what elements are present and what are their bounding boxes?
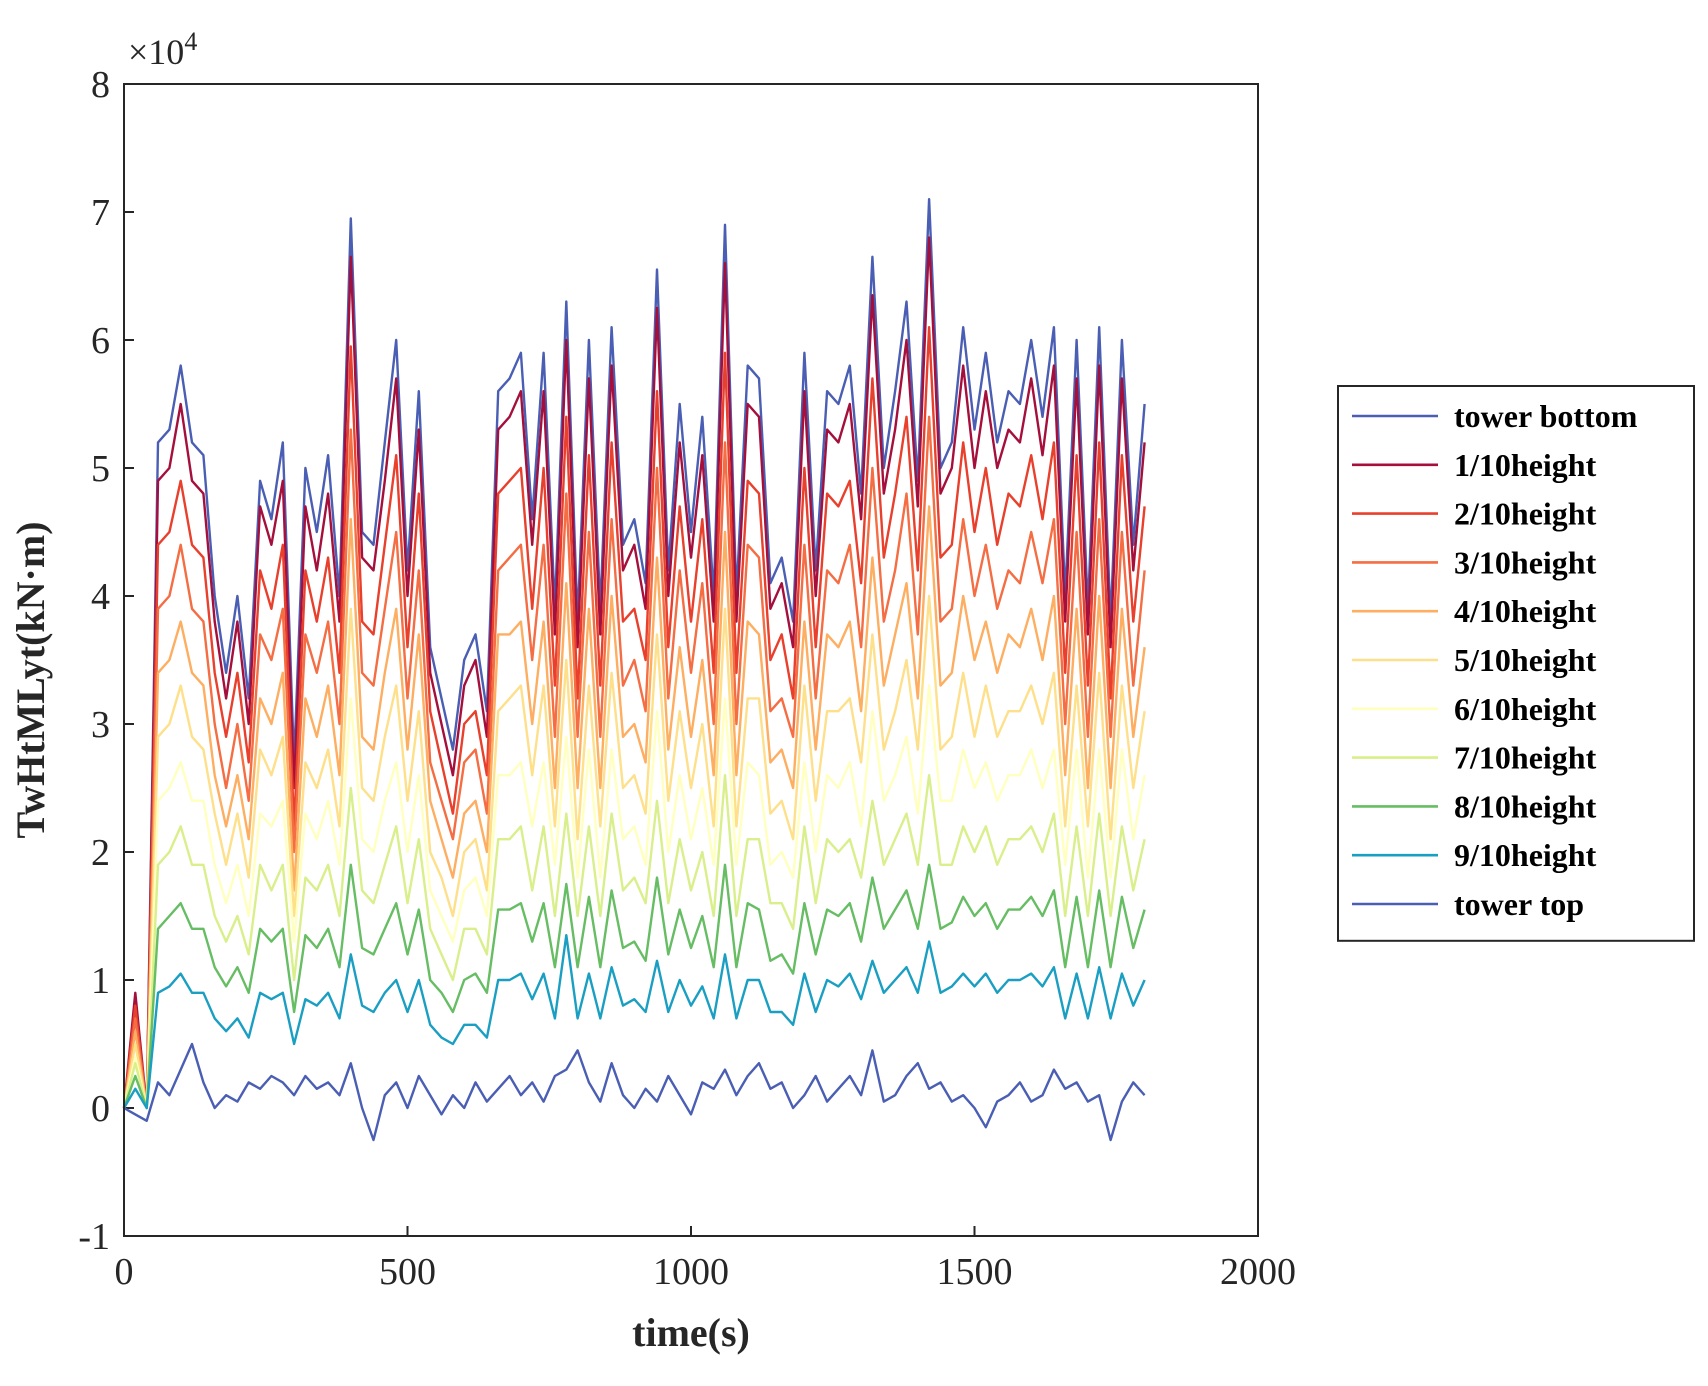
legend-label: 8/10height xyxy=(1454,788,1597,824)
legend-label: tower bottom xyxy=(1454,398,1638,434)
plot-area xyxy=(123,83,1259,1237)
legend: tower bottom 1/10height 2/10height 3/10heig… xyxy=(1337,385,1695,942)
series-line-8-10height xyxy=(122,863,1146,1110)
legend-label: 2/10height xyxy=(1454,496,1597,532)
y-tick-label: 4 xyxy=(91,576,110,618)
series-line-4-10height xyxy=(122,505,1146,1110)
series-line-9-10height xyxy=(122,934,1146,1110)
y-multiplier-base: ×10 xyxy=(128,32,184,72)
x-tick-label: 1500 xyxy=(937,1251,1013,1293)
legend-label: 3/10height xyxy=(1454,544,1597,580)
y-tick-label: -1 xyxy=(78,1216,110,1258)
y-tick-label: 8 xyxy=(91,64,110,106)
y-tick-label: 5 xyxy=(91,448,110,490)
y-tick-label: 0 xyxy=(91,1088,110,1130)
y-tick-label: 7 xyxy=(91,192,110,234)
series-line-6-10height xyxy=(122,684,1146,1110)
series-line-7-10height xyxy=(122,774,1146,1110)
y-multiplier-exponent: 4 xyxy=(184,27,197,56)
series-line-1-10height xyxy=(122,236,1146,1110)
x-tick-label: 0 xyxy=(115,1251,134,1293)
legend-label: 6/10height xyxy=(1454,691,1597,727)
series-lines xyxy=(122,197,1146,1142)
y-tick-label: 6 xyxy=(91,320,110,362)
series-line-tower-bottom xyxy=(122,197,1146,1110)
series-line-5-10height xyxy=(122,594,1146,1110)
legend-label: tower top xyxy=(1454,886,1584,922)
series-line-tower-top xyxy=(123,1042,1146,1142)
legend-label: 4/10height xyxy=(1454,593,1597,629)
y-tick-label: 1 xyxy=(91,960,110,1002)
x-tick-label: 2000 xyxy=(1220,1251,1296,1293)
legend-label: 1/10height xyxy=(1454,447,1597,483)
legend-label: 9/10height xyxy=(1454,837,1597,873)
y-multiplier: ×104 xyxy=(128,27,197,72)
y-tick-label: 3 xyxy=(91,704,110,746)
x-tick-label: 500 xyxy=(379,1251,436,1293)
y-tick-label: 2 xyxy=(91,832,110,874)
x-axis-title: time(s) xyxy=(632,1310,750,1355)
legend-label: 5/10height xyxy=(1454,642,1597,678)
legend-box xyxy=(1337,385,1695,942)
y-axis-title: TwHtMLyt(kN·m) xyxy=(8,521,53,838)
series-line-2-10height xyxy=(122,326,1146,1110)
legend-label: 7/10height xyxy=(1454,740,1597,776)
x-tick-label: 1000 xyxy=(653,1251,729,1293)
series-line-3-10height xyxy=(122,415,1146,1110)
